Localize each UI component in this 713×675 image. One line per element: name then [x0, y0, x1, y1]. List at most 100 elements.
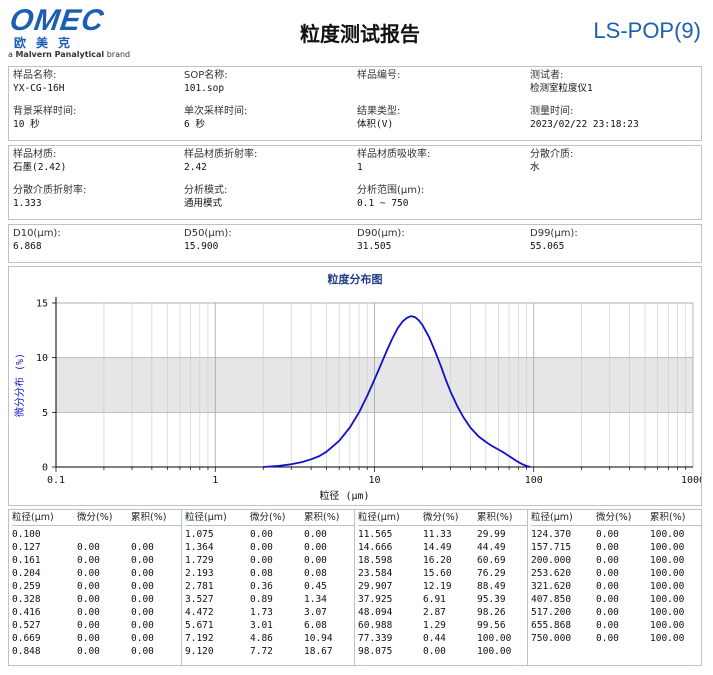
size-cell: 0.204 [12, 568, 41, 579]
logo-wordmark: OMEC [7, 4, 107, 37]
sample-info-value: 2023/02/22 23:18:23 [530, 119, 639, 130]
cumulative-cell: 0.00 [131, 620, 154, 631]
table-row: 3.527 0.89 1.34 [185, 593, 354, 606]
cumulative-cell: 0.45 [304, 581, 327, 592]
table-row: 4.472 1.73 3.07 [185, 606, 354, 619]
material-info-value: 1 [357, 162, 363, 173]
sample-info-value: YX-CG-16H [13, 83, 65, 94]
cumulative-cell: 0.00 [131, 568, 154, 579]
cumulative-cell: 100.00 [650, 568, 685, 579]
material-info-field: 分析模式: 通用模式 [184, 184, 357, 220]
cumulative-cell: 60.69 [477, 555, 506, 566]
cumulative-cell: 0.00 [131, 581, 154, 592]
column-header: 累积(%) [650, 512, 686, 523]
table-row: 0.127 0.00 0.00 [12, 541, 181, 554]
differential-cell: 0.00 [77, 542, 100, 553]
sample-info-panel: 样品名称: YX-CG-16H SOP名称: 101.sop 样品编号: 测试者: 检测室粒… [8, 66, 702, 141]
table-row: 23.584 15.60 76.29 [358, 567, 527, 580]
differential-cell: 1.29 [423, 620, 446, 631]
differential-cell: 0.00 [596, 620, 619, 631]
d-value-field: D99(μm): 55.065 [530, 227, 703, 261]
material-info-value: 1.333 [13, 198, 42, 209]
table-header: 粒径(μm) 微分(%) 累积(%) [358, 511, 527, 526]
sample-info-label: SOP名称: [184, 70, 228, 81]
table-column-group: 粒径(μm) 微分(%) 累积(%) 124.370 0.00 100.00 157.715… [528, 510, 701, 665]
differential-cell: 0.00 [596, 529, 619, 540]
differential-cell: 0.00 [77, 555, 100, 566]
size-cell: 1.729 [185, 555, 214, 566]
table-row: 124.370 0.00 100.00 [531, 528, 701, 541]
differential-cell: 0.00 [77, 620, 100, 631]
differential-cell: 14.49 [423, 542, 452, 553]
size-cell: 0.100 [12, 529, 41, 540]
d-value-value: 6.868 [13, 241, 42, 252]
differential-cell: 15.60 [423, 568, 452, 579]
chart-x-tick-label: 10 [368, 475, 380, 486]
table-column-group: 粒径(μm) 微分(%) 累积(%) 0.100 0.127 0.00 0.00 0.161 0… [9, 510, 182, 665]
cumulative-cell: 0.00 [304, 529, 327, 540]
column-header: 累积(%) [131, 512, 167, 523]
cumulative-cell: 3.07 [304, 607, 327, 618]
size-cell: 0.127 [12, 542, 41, 553]
material-info-value: 通用模式 [184, 198, 223, 209]
differential-cell: 4.86 [250, 633, 273, 644]
material-info-field: 分散介质折射率: 1.333 [13, 184, 184, 220]
cumulative-cell: 76.29 [477, 568, 506, 579]
d-value-field: D50(μm): 15.900 [184, 227, 357, 261]
differential-cell: 1.73 [250, 607, 273, 618]
material-info-label: 样品材质折射率: [184, 149, 258, 160]
table-row: 2.193 0.08 0.08 [185, 567, 354, 580]
size-cell: 98.075 [358, 646, 393, 657]
material-info-field: 分散介质: 水 [530, 148, 703, 184]
cumulative-cell: 0.00 [131, 646, 154, 657]
material-info-field: 样品材质折射率: 2.42 [184, 148, 357, 184]
table-header: 粒径(μm) 微分(%) 累积(%) [185, 511, 354, 526]
sample-info-label: 样品编号: [357, 70, 401, 81]
distribution-curve [263, 315, 531, 468]
column-header: 粒径(μm) [358, 512, 400, 523]
distribution-table: 粒径(μm) 微分(%) 累积(%) 0.100 0.127 0.00 0.00 0.161 0… [8, 509, 702, 666]
column-header: 粒径(μm) [185, 512, 227, 523]
size-cell: 77.339 [358, 633, 393, 644]
sample-info-label: 结果类型: [357, 106, 401, 117]
material-info-label: 样品材质吸收率: [357, 149, 431, 160]
size-cell: 60.988 [358, 620, 393, 631]
sample-info-label: 测量时间: [530, 106, 574, 117]
differential-cell: 0.36 [250, 581, 273, 592]
table-column-group: 粒径(μm) 微分(%) 累积(%) 11.565 11.33 29.99 14.666 14… [355, 510, 528, 665]
chart-title: 粒度分布图 [327, 273, 383, 286]
size-cell: 1.075 [185, 529, 214, 540]
table-row: 517.200 0.00 100.00 [531, 606, 701, 619]
material-info-field [530, 184, 703, 220]
table-row: 11.565 11.33 29.99 [358, 528, 527, 541]
logo-chinese-name: 欧美克 [14, 36, 81, 50]
sample-info-field: 背景采样时间: 10 秒 [13, 105, 184, 141]
cumulative-cell: 44.49 [477, 542, 506, 553]
chart-y-tick-label: 15 [36, 299, 48, 310]
table-row: 253.620 0.00 100.00 [531, 567, 701, 580]
cumulative-cell: 0.00 [131, 607, 154, 618]
material-info-value: 石墨(2.42) [13, 162, 67, 173]
differential-cell: 0.00 [77, 646, 100, 657]
column-header: 微分(%) [77, 512, 113, 523]
differential-cell: 0.00 [250, 555, 273, 566]
table-row: 7.192 4.86 10.94 [185, 632, 354, 645]
size-cell: 124.370 [531, 529, 572, 540]
material-info-panel: 样品材质: 石墨(2.42) 样品材质折射率: 2.42 样品材质吸收率: 1 分散介质: 水… [8, 145, 702, 220]
sample-info-field: 结果类型: 体积(V) [357, 105, 530, 141]
d-value-field: D90(μm): 31.505 [357, 227, 530, 261]
differential-cell: 0.00 [77, 633, 100, 644]
table-row: 0.669 0.00 0.00 [12, 632, 181, 645]
cumulative-cell: 1.34 [304, 594, 327, 605]
cumulative-cell: 29.99 [477, 529, 506, 540]
material-info-label: 分析模式: [184, 185, 228, 196]
differential-cell: 0.00 [77, 581, 100, 592]
differential-cell: 11.33 [423, 529, 452, 540]
d-value-label: D10(μm): [13, 228, 61, 239]
table-row: 0.161 0.00 0.00 [12, 554, 181, 567]
sample-info-field: 样品编号: [357, 69, 530, 105]
size-cell: 157.715 [531, 542, 572, 553]
report-title: 粒度测试报告 [300, 22, 420, 46]
cumulative-cell: 0.08 [304, 568, 327, 579]
